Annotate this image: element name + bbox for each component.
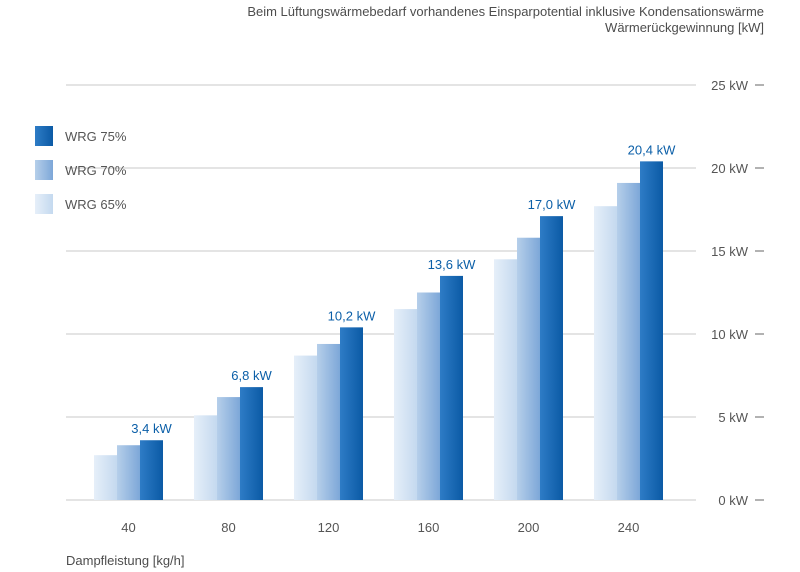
x-tick-label: 200 [518, 520, 540, 535]
x-tick-label: 80 [221, 520, 235, 535]
x-tick-label: 160 [418, 520, 440, 535]
bar [294, 355, 317, 500]
data-label: 3,4 kW [131, 421, 172, 436]
bar [540, 216, 563, 500]
y-tick-label: 20 kW [711, 161, 749, 176]
y-tick-label: 0 kW [718, 493, 748, 508]
bar [617, 182, 640, 500]
data-label: 6,8 kW [231, 368, 272, 383]
bar [517, 237, 540, 500]
legend-label: WRG 65% [65, 197, 127, 212]
legend-swatch [35, 194, 53, 214]
y-tick-label: 15 kW [711, 244, 749, 259]
bar [440, 275, 463, 500]
y-tick-label: 10 kW [711, 327, 749, 342]
data-label: 13,6 kW [428, 257, 476, 272]
x-tick-label: 40 [121, 520, 135, 535]
bar [640, 161, 663, 501]
bar [140, 440, 163, 500]
y-tick-label: 25 kW [711, 78, 749, 93]
y-axis-label: Wärmerückgewinnung [kW] [605, 20, 764, 35]
bar [94, 455, 117, 500]
x-tick-label: 120 [318, 520, 340, 535]
bar [594, 206, 617, 500]
bar [217, 397, 240, 500]
legend-swatch [35, 160, 53, 180]
data-label: 10,2 kW [328, 308, 376, 323]
bar [417, 292, 440, 500]
bar [317, 343, 340, 500]
bar [240, 387, 263, 500]
x-tick-label: 240 [618, 520, 640, 535]
legend-swatch [35, 126, 53, 146]
chart-title: Beim Lüftungswärmebedarf vorhandenes Ein… [247, 4, 764, 19]
legend-label: WRG 70% [65, 163, 127, 178]
legend-label: WRG 75% [65, 129, 127, 144]
bar [494, 259, 517, 500]
bar [340, 327, 363, 500]
bar [117, 445, 140, 500]
data-label: 20,4 kW [628, 142, 676, 157]
bar [394, 309, 417, 500]
y-tick-label: 5 kW [718, 410, 748, 425]
x-axis-label: Dampfleistung [kg/h] [66, 553, 185, 568]
data-label: 17,0 kW [528, 197, 576, 212]
bar [194, 415, 217, 500]
